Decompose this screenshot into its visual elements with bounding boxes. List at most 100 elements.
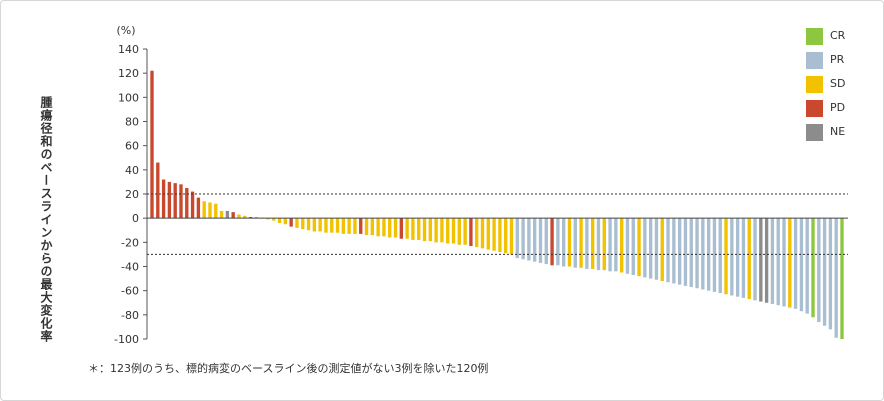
- bar: [266, 218, 270, 220]
- bar: [689, 218, 693, 288]
- bar: [509, 218, 514, 255]
- bar: [799, 218, 804, 312]
- y-tick-label: 80: [125, 116, 139, 129]
- y-tick-label: -80: [121, 309, 139, 322]
- legend-swatch-pd: [806, 100, 823, 117]
- bar: [741, 218, 746, 298]
- bar: [318, 218, 322, 232]
- bar: [533, 218, 537, 262]
- bar: [237, 214, 241, 219]
- bar: [828, 218, 833, 330]
- bar: [486, 218, 490, 250]
- bar: [538, 218, 543, 263]
- bar: [579, 218, 583, 268]
- bar: [173, 183, 177, 219]
- bar: [248, 216, 253, 219]
- bar: [608, 218, 612, 272]
- bar: [359, 218, 363, 234]
- bar: [735, 218, 740, 297]
- bar: [817, 218, 821, 323]
- bar: [527, 218, 531, 261]
- bar: [434, 218, 438, 243]
- bar: [562, 218, 566, 267]
- bar: [724, 218, 728, 295]
- bar: [393, 218, 398, 238]
- bar: [411, 218, 415, 240]
- bar: [417, 218, 421, 240]
- bar: [202, 201, 206, 219]
- bar: [353, 218, 357, 234]
- footnote: ＊：123例のうち、標的病変のベースライン後の測定値がない3例を除いた120例: [88, 362, 489, 375]
- bar: [672, 218, 676, 284]
- bar: [330, 218, 334, 233]
- y-tick-label: 40: [125, 164, 139, 177]
- bar: [475, 218, 479, 248]
- bar: [301, 218, 305, 230]
- bar: [643, 218, 647, 278]
- bar: [388, 218, 392, 238]
- bar: [759, 218, 763, 302]
- bar: [428, 218, 432, 242]
- bar: [399, 218, 404, 239]
- bar: [614, 218, 618, 272]
- bar: [776, 218, 780, 306]
- bar: [730, 218, 734, 296]
- bar: [654, 218, 659, 280]
- bar: [370, 218, 375, 236]
- bar: [822, 218, 827, 326]
- bar: [243, 215, 247, 219]
- bar: [469, 218, 473, 246]
- bar: [422, 218, 427, 242]
- bar: [364, 218, 369, 236]
- bar: [219, 210, 224, 219]
- bar: [556, 218, 560, 266]
- bar: [254, 216, 259, 219]
- bar: [573, 218, 577, 268]
- y-tick-label: 20: [125, 188, 139, 201]
- bar: [631, 218, 635, 275]
- bar: [341, 218, 346, 234]
- bar: [788, 218, 792, 308]
- bar: [440, 218, 444, 243]
- bar: [504, 218, 508, 254]
- bar: [701, 218, 705, 290]
- legend-label-sd: SD: [830, 77, 846, 90]
- bar: [405, 218, 409, 239]
- bar: [590, 218, 595, 269]
- bar: [695, 218, 699, 289]
- legend-label-pd: PD: [830, 101, 846, 114]
- bar: [683, 218, 688, 286]
- bar: [231, 212, 235, 219]
- legend-label-ne: NE: [830, 125, 846, 138]
- bar: [718, 218, 722, 294]
- bar: [585, 218, 589, 269]
- bar: [324, 218, 328, 233]
- bar: [677, 218, 682, 285]
- y-tick-label: 140: [118, 43, 139, 56]
- bar: [625, 218, 630, 274]
- bar: [196, 197, 201, 219]
- y-tick-label: -60: [121, 285, 139, 298]
- bar: [619, 218, 624, 273]
- bar: [156, 162, 160, 219]
- bar: [272, 218, 276, 221]
- y-tick-label: -100: [114, 333, 139, 346]
- bar: [770, 218, 775, 304]
- bar: [648, 218, 653, 279]
- y-tick-label: -20: [121, 236, 139, 249]
- y-tick-label: 100: [118, 91, 139, 104]
- bar: [167, 181, 172, 219]
- bar: [712, 218, 717, 292]
- bar: [753, 218, 757, 301]
- bar: [567, 218, 572, 267]
- bar: [805, 218, 809, 314]
- legend-swatch-pr: [806, 52, 823, 69]
- bar: [446, 218, 450, 244]
- y-axis-label: 腫瘍径和のベースラインからの最大変化率: [39, 96, 53, 343]
- bar: [782, 218, 786, 307]
- bar: [764, 218, 769, 303]
- bar: [492, 218, 496, 251]
- bar: [289, 218, 293, 227]
- y-axis-unit: (%): [116, 24, 135, 37]
